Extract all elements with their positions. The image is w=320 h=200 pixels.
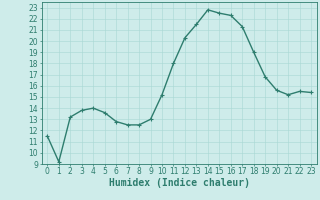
X-axis label: Humidex (Indice chaleur): Humidex (Indice chaleur): [109, 178, 250, 188]
